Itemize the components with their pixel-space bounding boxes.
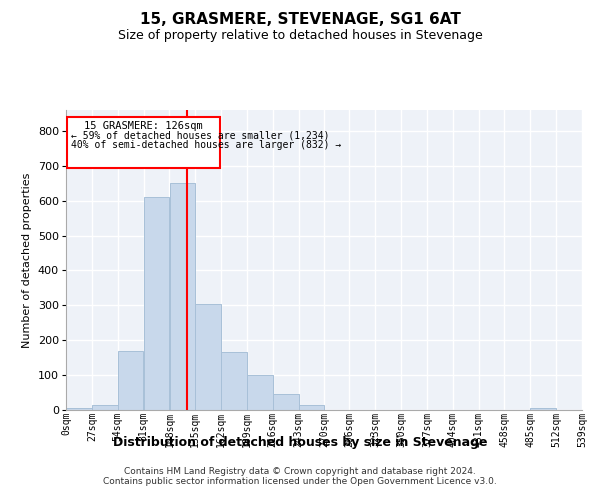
Bar (247, 375, 272, 410)
FancyBboxPatch shape (67, 117, 220, 168)
Bar (299, 405, 325, 410)
Bar (530, 408, 556, 410)
Bar (196, 304, 221, 410)
Text: Contains public sector information licensed under the Open Government Licence v3: Contains public sector information licen… (103, 477, 497, 486)
Text: Distribution of detached houses by size in Stevenage: Distribution of detached houses by size … (113, 436, 487, 449)
Text: ← 59% of detached houses are smaller (1,234): ← 59% of detached houses are smaller (1,… (71, 131, 329, 141)
Bar (92, 405, 118, 410)
Text: 15, GRASMERE, STEVENAGE, SG1 6AT: 15, GRASMERE, STEVENAGE, SG1 6AT (140, 12, 460, 28)
Bar (221, 352, 247, 410)
Bar (170, 184, 195, 410)
Text: Size of property relative to detached houses in Stevenage: Size of property relative to detached ho… (118, 29, 482, 42)
Bar (273, 394, 299, 410)
Bar (143, 197, 169, 410)
Text: 15 GRASMERE: 126sqm: 15 GRASMERE: 126sqm (84, 121, 203, 131)
Bar (118, 350, 143, 410)
Text: Contains HM Land Registry data © Crown copyright and database right 2024.: Contains HM Land Registry data © Crown c… (124, 467, 476, 476)
Bar (66, 408, 92, 410)
Y-axis label: Number of detached properties: Number of detached properties (22, 172, 32, 348)
Text: 40% of semi-detached houses are larger (832) →: 40% of semi-detached houses are larger (… (71, 140, 341, 149)
